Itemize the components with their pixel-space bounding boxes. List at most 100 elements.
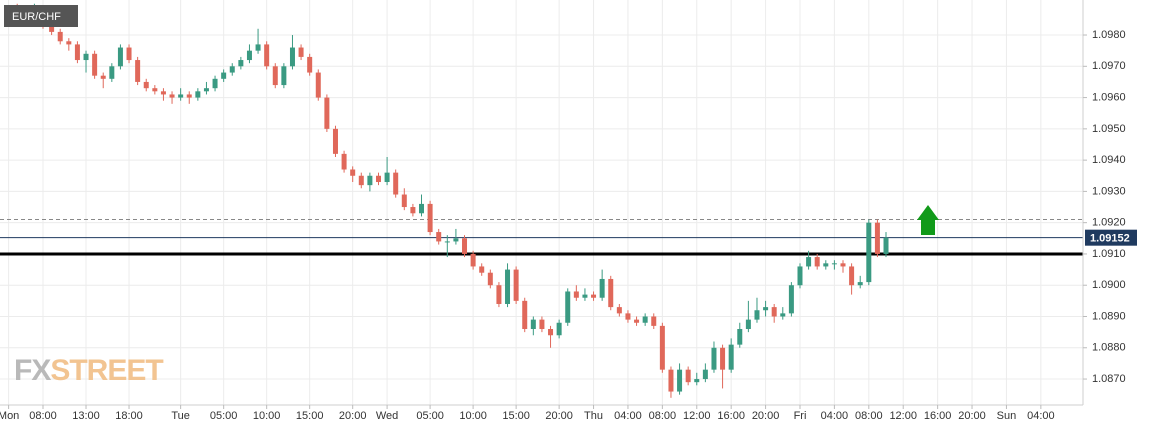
candle-body: [100, 75, 106, 79]
candle-body: [745, 319, 751, 330]
candle-body: [883, 237, 889, 254]
y-tick-label: 1.0870: [1092, 373, 1126, 385]
candle-body: [427, 203, 433, 233]
candle-body: [599, 278, 605, 298]
x-tick-label: 05:00: [210, 410, 238, 422]
candle-body: [728, 344, 734, 370]
candle-body: [281, 66, 287, 86]
candle-body: [530, 319, 536, 330]
candle-body: [143, 81, 149, 89]
x-tick-label: Tue: [171, 410, 190, 422]
y-tick-label: 1.0930: [1092, 185, 1126, 197]
candle-body: [384, 172, 390, 183]
x-tick-label: 20:00: [339, 410, 367, 422]
candle-body: [608, 278, 614, 308]
axes: 1.0870 1.0880 1.0890 1.0900 1.0910 1.0920 1.09…: [0, 29, 1137, 422]
candle-body: [505, 269, 511, 304]
watermark-fx: FX: [14, 354, 51, 387]
candle-body: [238, 60, 244, 67]
candle-body: [573, 291, 579, 298]
candle-body: [616, 307, 622, 314]
candle-body: [272, 66, 278, 86]
x-tick-label: 20:00: [545, 410, 573, 422]
candle-body: [763, 307, 769, 311]
candle-body: [496, 285, 502, 304]
candle-body: [367, 175, 373, 186]
candle-body: [668, 369, 674, 392]
candle-body: [186, 94, 192, 98]
candle-body: [849, 266, 855, 286]
candle-body: [169, 94, 175, 98]
candle-body: [582, 294, 588, 298]
y-tick-label: 1.0890: [1092, 310, 1126, 322]
x-tick-label: 16:00: [717, 410, 745, 422]
y-tick-label: 1.0880: [1092, 342, 1126, 354]
x-tick-label: 10:00: [459, 410, 487, 422]
candle-body: [814, 257, 820, 267]
x-tick-label: 08:00: [29, 410, 57, 422]
candle-body: [522, 300, 528, 330]
x-tick-label: 16:00: [924, 410, 952, 422]
watermark-street: STREET: [50, 354, 163, 387]
candle-body: [874, 222, 880, 254]
candle-body: [66, 41, 72, 45]
candle-body: [840, 263, 846, 267]
candle-body: [126, 47, 132, 61]
candle-body: [436, 232, 442, 242]
candle-body: [711, 347, 717, 370]
candle-body: [720, 347, 726, 370]
levels: [0, 219, 1083, 256]
candle-body: [565, 291, 571, 323]
candle-body: [117, 47, 123, 67]
candle-body: [651, 316, 657, 326]
last-price-box: [1085, 229, 1137, 246]
y-tick-label: 1.0980: [1092, 29, 1126, 41]
candle-body: [685, 369, 691, 383]
x-tick-label: 08:00: [855, 410, 883, 422]
candle-body: [806, 257, 812, 267]
x-tick-label: 18:00: [115, 410, 143, 422]
candle-body: [195, 91, 201, 98]
candle-body: [160, 91, 166, 95]
y-tick-label: 1.0970: [1092, 60, 1126, 72]
x-tick-label: 10:00: [253, 410, 281, 422]
candle-body: [410, 207, 416, 214]
candle-body: [419, 203, 425, 214]
candle-body: [788, 285, 794, 314]
candle-body: [324, 97, 330, 129]
candle-body: [831, 263, 837, 265]
candle-body: [659, 325, 665, 370]
candle-body: [49, 25, 55, 32]
candle-body: [358, 175, 364, 186]
candle-body: [479, 266, 485, 273]
candle-body: [754, 310, 760, 320]
candle-body: [548, 329, 554, 336]
grid: [0, 0, 1083, 405]
candle-body: [135, 60, 141, 82]
x-tick-label: 04:00: [614, 410, 642, 422]
candle-body: [375, 175, 381, 183]
candle-body: [212, 78, 218, 89]
x-tick-label: 13:00: [72, 410, 100, 422]
candle-body: [221, 72, 227, 79]
candle-body: [393, 172, 399, 195]
x-tick-label: 20:00: [752, 410, 780, 422]
candle-body: [246, 50, 252, 61]
candle-body: [152, 88, 158, 92]
up-arrow: [917, 205, 939, 235]
candle-body: [462, 238, 468, 254]
chart-title: EUR/CHF: [12, 11, 61, 23]
candle-body: [797, 266, 803, 286]
candle-body: [780, 313, 786, 317]
candle-body: [203, 88, 209, 92]
x-tick-label: Mon: [0, 410, 19, 422]
candle-body: [453, 238, 459, 242]
candle-body: [74, 44, 80, 61]
candle-body: [178, 94, 184, 98]
x-tick-label: 15:00: [296, 410, 324, 422]
last-price-label: 1.09152: [1090, 233, 1130, 245]
candle-body: [642, 316, 648, 323]
candle-body: [702, 369, 708, 380]
